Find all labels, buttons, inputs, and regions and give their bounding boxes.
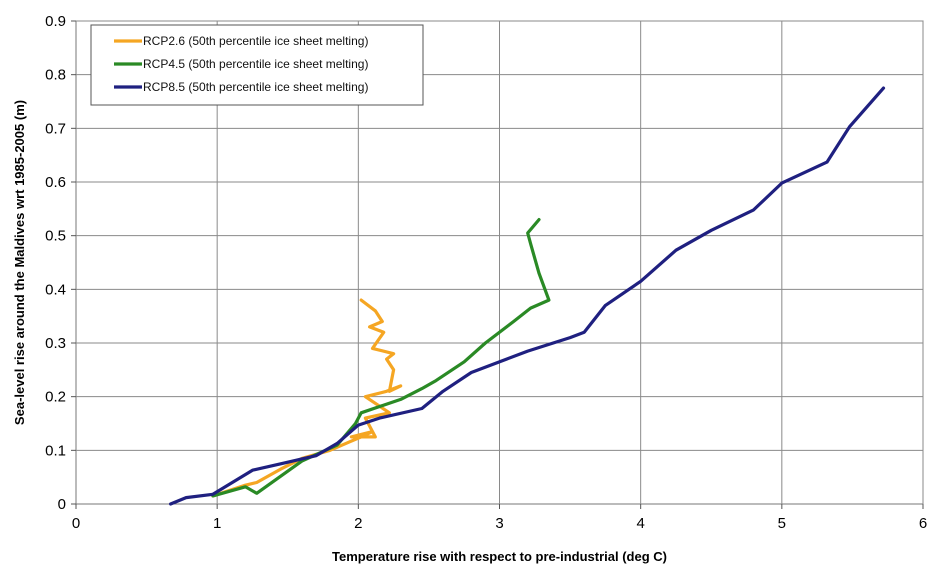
legend: RCP2.6 (50th percentile ice sheet meltin… xyxy=(90,24,424,106)
x-tick-label: 4 xyxy=(636,515,644,532)
y-tick-label: 0.3 xyxy=(45,335,66,352)
y-tick-label: 0.2 xyxy=(45,389,66,406)
y-tick-label: 0.1 xyxy=(45,442,66,459)
x-tick-label: 3 xyxy=(495,515,503,532)
x-tick-label: 2 xyxy=(354,515,362,532)
x-axis-ticks: 0 1 2 3 4 5 6 xyxy=(72,504,927,532)
x-axis-label: Temperature rise with respect to pre-ind… xyxy=(332,549,667,564)
legend-label-2: RCP4.5 (50th percentile ice sheet meltin… xyxy=(143,57,368,71)
y-tick-label: 0 xyxy=(58,496,66,513)
y-tick-label: 0.6 xyxy=(45,174,66,191)
x-tick-label: 5 xyxy=(778,515,786,532)
series-line-2 xyxy=(211,218,551,498)
y-tick-label: 0.4 xyxy=(45,281,66,298)
legend-label-3: RCP8.5 (50th percentile ice sheet meltin… xyxy=(143,80,368,94)
x-tick-label: 6 xyxy=(919,515,927,532)
y-axis-ticks: 0 0.1 0.2 0.3 0.4 0.5 0.6 0.7 0.8 0.9 xyxy=(45,13,76,513)
y-tick-label: 0.8 xyxy=(45,67,66,84)
x-tick-label: 0 xyxy=(72,515,80,532)
y-tick-label: 0.7 xyxy=(45,120,66,137)
series-line-3 xyxy=(169,86,886,506)
y-axis-label: Sea-level rise around the Maldives wrt 1… xyxy=(12,100,27,425)
x-tick-label: 1 xyxy=(213,515,221,532)
series-lines xyxy=(169,86,886,506)
y-tick-label: 0.5 xyxy=(45,228,66,245)
y-tick-label: 0.9 xyxy=(45,13,66,30)
legend-label-1: RCP2.6 (50th percentile ice sheet meltin… xyxy=(143,34,368,48)
legend-box xyxy=(90,24,424,106)
